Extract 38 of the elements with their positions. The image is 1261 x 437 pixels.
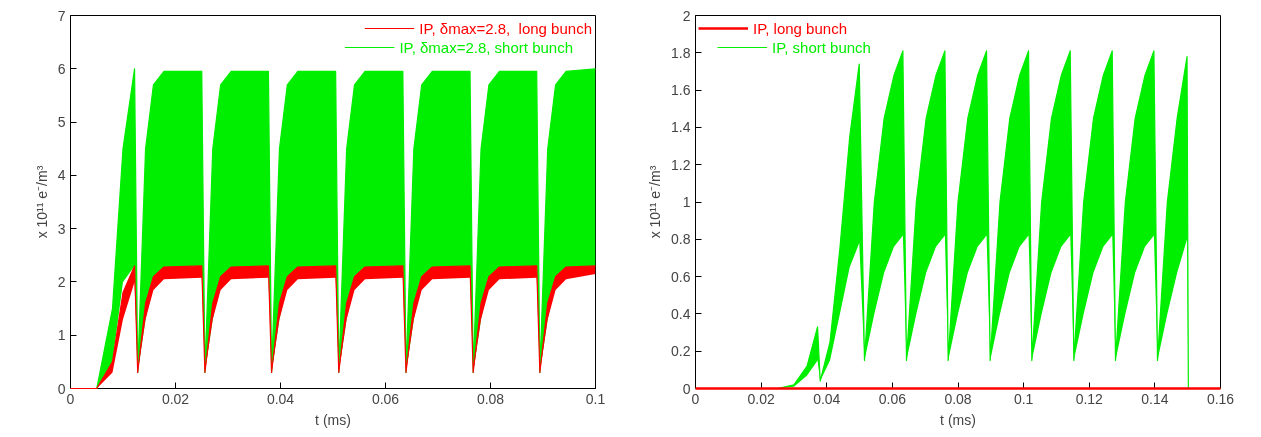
legend-label: IP, short bunch — [772, 38, 871, 56]
x-tick-label: 0.04 — [813, 390, 841, 407]
y-tick-label: 1 — [57, 327, 66, 344]
y-tick-label: 1.8 — [671, 44, 691, 61]
y-tick-label: 1.6 — [671, 82, 691, 99]
y-tick-label: 5 — [57, 114, 66, 131]
y-tick-label: 0.6 — [671, 268, 691, 285]
y-tick-label: 2 — [57, 273, 66, 290]
y-tick-label: 1 — [682, 194, 691, 210]
x-tick-label: 0.12 — [1075, 390, 1104, 407]
y-tick-label: 2 — [682, 7, 691, 24]
y-tick-label: 4 — [57, 167, 66, 184]
x-tick-label: 0.1 — [585, 390, 606, 407]
x-tick-label: 0.1 — [1013, 390, 1034, 407]
y-tick-label: 1.4 — [671, 119, 691, 136]
y-tick-label: 3 — [57, 220, 66, 237]
x-axis-title: t (ms) — [315, 411, 351, 428]
x-tick-label: 0.16 — [1206, 390, 1235, 407]
y-axis-title: x 10¹¹ e⁻/m³ — [647, 165, 664, 239]
x-tick-label: 0.04 — [266, 390, 295, 407]
y-tick-label: 0.4 — [671, 305, 691, 322]
y-axis-title: x 10¹¹ e⁻/m³ — [33, 165, 50, 239]
x-tick-label: 0.06 — [371, 390, 400, 407]
legend-label: IP, δmax=2.8, long bunch — [419, 19, 592, 37]
legend-label: IP, long bunch — [753, 19, 847, 37]
x-tick-label: 0.08 — [476, 390, 505, 407]
y-tick-label: 0.2 — [671, 343, 691, 360]
x-tick-label: 0.06 — [878, 390, 907, 407]
x-tick-label: 0.02 — [161, 390, 190, 407]
y-tick-label: 1.2 — [671, 156, 691, 173]
legend-label: IP, δmax=2.8, short bunch — [399, 38, 573, 56]
x-axis-title: t (ms) — [940, 411, 976, 428]
x-tick-label: 0.14 — [1141, 390, 1169, 407]
x-tick-label: 0.08 — [944, 390, 972, 407]
x-tick-label: 0.02 — [747, 390, 775, 407]
y-tick-label: 0.8 — [671, 231, 691, 248]
y-tick-label: 7 — [57, 7, 66, 24]
y-tick-label: 6 — [57, 60, 66, 77]
